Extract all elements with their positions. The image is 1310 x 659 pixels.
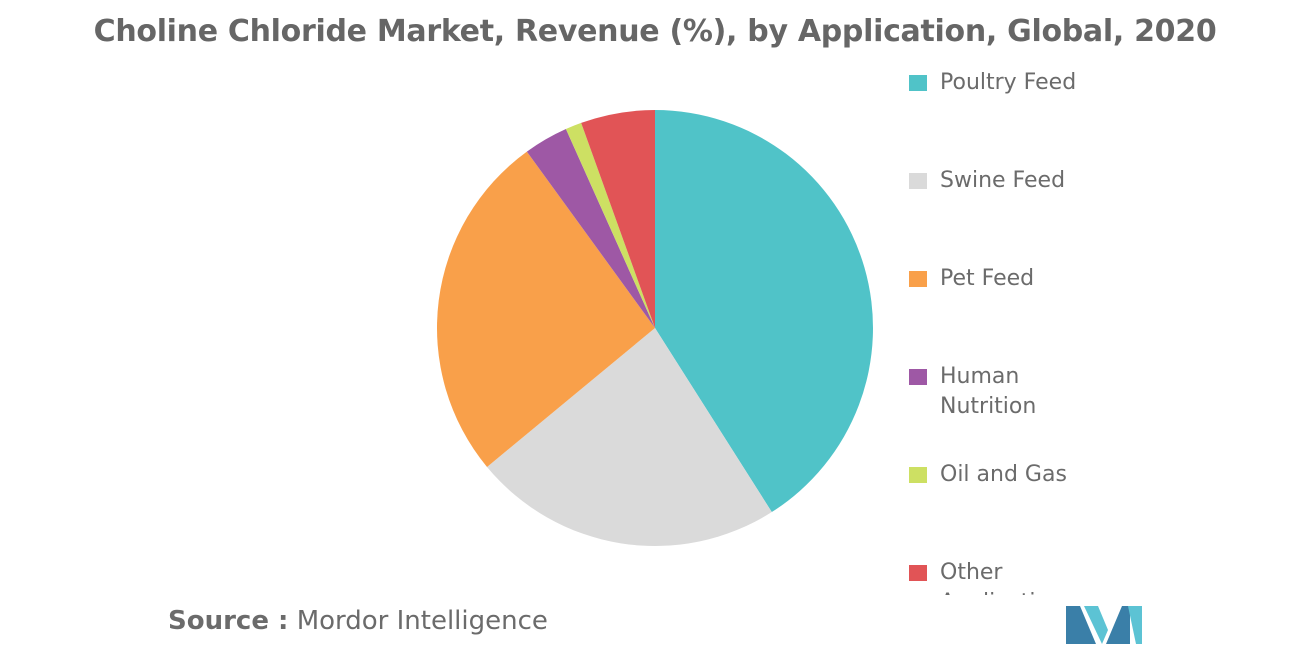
legend-swatch-other-applications: [909, 565, 927, 581]
logo-shape-mid: [1084, 606, 1108, 644]
pie-slice-other-applications: [581, 110, 655, 328]
legend-label-swine-feed: Swine Feed: [940, 168, 1066, 193]
chart-legend: Poultry Feed Swine Feed Pet Feed Human N…: [909, 68, 1109, 595]
source-note: Source : Mordor Intelligence: [168, 606, 548, 636]
legend-label-human-nutrition: Human Nutrition: [940, 364, 1037, 419]
pie-slice-poultry-feed: [655, 110, 873, 513]
legend-swatch-swine-feed: [909, 173, 927, 189]
legend-label-poultry-feed: Poultry Feed: [940, 70, 1077, 95]
logo-shape-left: [1066, 606, 1096, 644]
pie-slice-oil-and-gas: [565, 122, 655, 328]
source-key: Source :: [168, 606, 289, 636]
legend-label-other-applications: Other Applications: [940, 560, 1074, 595]
chart-title: Choline Chloride Market, Revenue (%), by…: [93, 14, 1217, 49]
pie-slice-human-nutrition: [526, 129, 655, 328]
legend-label-oil-and-gas: Oil and Gas: [940, 462, 1067, 487]
source-value: Mordor Intelligence: [296, 606, 548, 636]
legend-swatch-oil-and-gas: [909, 467, 927, 483]
logo-shape-right: [1106, 606, 1130, 644]
pie-slice-pet-feed: [436, 151, 655, 467]
legend-label-pet-feed: Pet Feed: [940, 266, 1035, 291]
logo-shape-right-light: [1128, 606, 1142, 644]
legend-swatch-human-nutrition: [909, 369, 927, 385]
legend-swatch-pet-feed: [909, 271, 927, 287]
mordor-intelligence-logo-icon: [1066, 606, 1142, 644]
pie-slice-swine-feed: [487, 328, 772, 546]
legend-swatch-poultry-feed: [909, 75, 927, 91]
